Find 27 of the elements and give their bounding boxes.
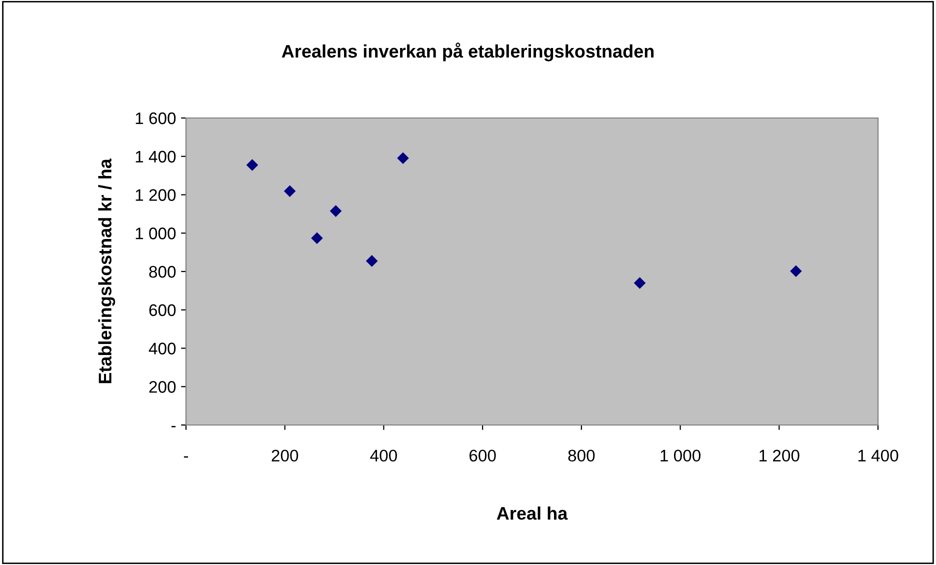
y-tick-label: 1 000 bbox=[136, 228, 176, 240]
y-tick-label: 800 bbox=[149, 266, 176, 278]
y-tick-label: 1 400 bbox=[136, 150, 176, 163]
x-tick-label: 1 400 bbox=[858, 450, 898, 462]
y-tick-label: - bbox=[171, 426, 176, 428]
x-tick-label: 1 000 bbox=[660, 450, 700, 462]
point bbox=[366, 255, 378, 267]
y-tick-label: 200 bbox=[149, 381, 176, 393]
x-tick-label: 800 bbox=[568, 450, 595, 462]
point bbox=[246, 159, 258, 171]
point bbox=[311, 232, 323, 244]
chart-title: Arealens inverkan på etableringskostnaden bbox=[282, 42, 654, 62]
y-tick-label: 1 200 bbox=[136, 189, 176, 201]
x-tick-label: 200 bbox=[272, 450, 298, 462]
y-tick-label: 1 600 bbox=[136, 112, 176, 124]
point bbox=[330, 205, 342, 217]
y-axis-title: Etableringskostnad kr / ha bbox=[98, 158, 116, 384]
x-tick-label: 400 bbox=[370, 450, 397, 462]
point bbox=[284, 185, 296, 197]
x-tick-label: 600 bbox=[470, 450, 496, 462]
y-tick-label: 600 bbox=[149, 304, 176, 316]
x-axis-title: Areal ha bbox=[496, 506, 568, 520]
point bbox=[790, 265, 802, 278]
point bbox=[397, 152, 409, 164]
x-tick-label: 1 200 bbox=[760, 450, 800, 462]
point bbox=[634, 277, 646, 289]
y-tick-label: 400 bbox=[148, 342, 176, 354]
